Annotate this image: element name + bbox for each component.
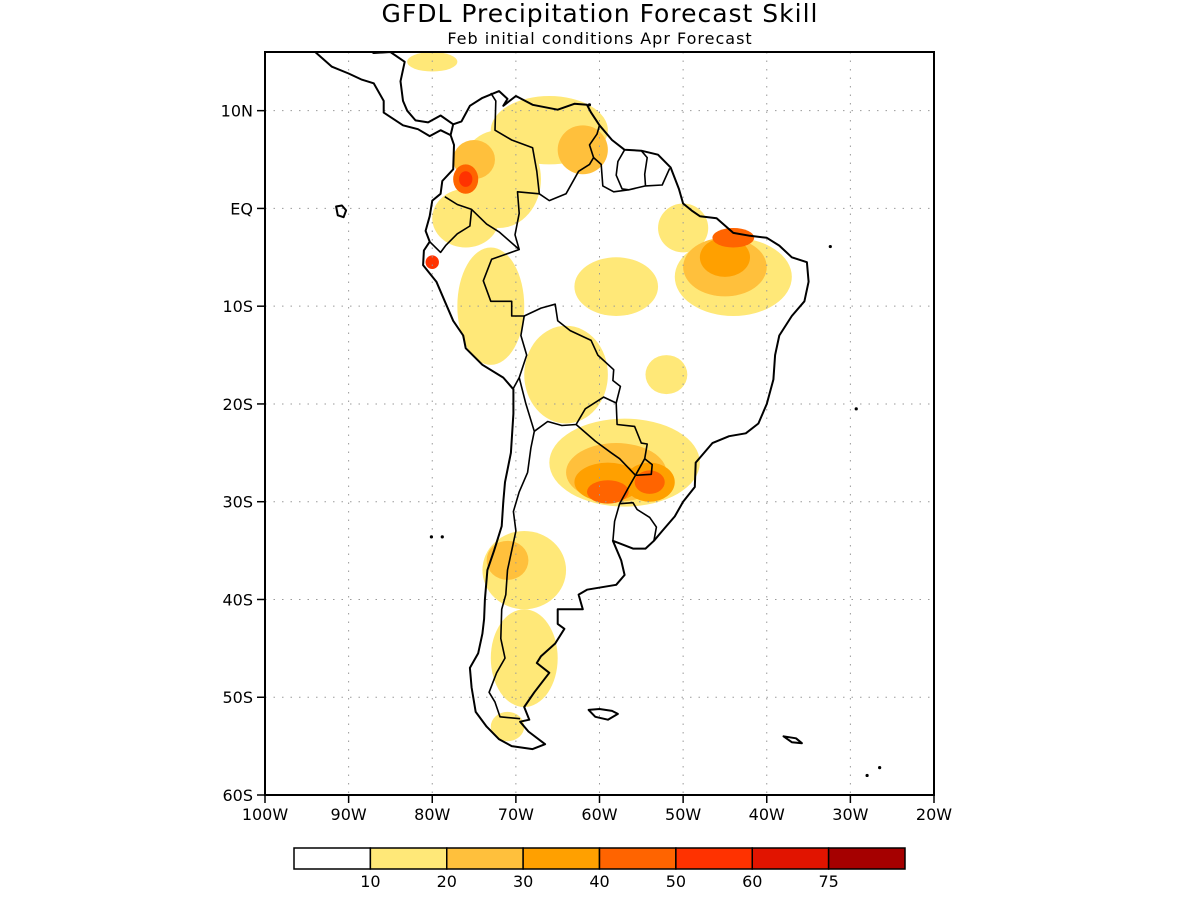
country-border <box>429 209 473 254</box>
skill-region <box>658 203 709 253</box>
lon-tick-label: 90W <box>331 805 367 824</box>
colorbar-label: 50 <box>666 872 686 891</box>
skill-region <box>712 227 755 248</box>
skill-region <box>524 325 608 424</box>
colorbar-label: 30 <box>513 872 533 891</box>
colorbar-swatch <box>522 847 601 870</box>
skill-region <box>490 711 525 742</box>
colorbar-label: 10 <box>360 872 380 891</box>
island-dot <box>865 773 869 778</box>
colorbar-swatch <box>369 847 448 870</box>
skill-region <box>457 247 525 365</box>
country-border <box>612 503 621 541</box>
colorbar-swatch <box>827 847 906 870</box>
country-border <box>482 248 528 389</box>
lat-tick-label: 10S <box>222 297 253 316</box>
central-america-pacific-coast <box>314 52 452 138</box>
lon-tick-label: 100W <box>242 805 289 824</box>
island-dot <box>587 103 592 107</box>
longitude-axis: 100W 90W 80W 70W 60W 50W 40W 30W 20W <box>242 795 952 824</box>
colorbar-label: 20 <box>437 872 457 891</box>
lon-tick-label: 50W <box>665 805 701 824</box>
map-panel <box>265 52 934 795</box>
lat-tick-label: 50S <box>222 688 253 707</box>
country-border <box>615 149 629 191</box>
colorbar-swatch <box>598 847 677 870</box>
falkland-islands-coastline <box>587 708 619 721</box>
colorbar-swatch <box>751 847 830 870</box>
skill-region <box>586 480 629 504</box>
skill-region <box>557 125 608 175</box>
skill-region <box>486 540 529 580</box>
colorbar: 10 20 30 40 50 60 75 <box>293 847 906 891</box>
skill-region <box>459 171 473 187</box>
south-america-coastline <box>422 90 810 751</box>
skill-region <box>574 257 659 316</box>
lat-tick-label: 20S <box>222 395 253 414</box>
lon-tick-label: 40W <box>749 805 785 824</box>
country-border <box>575 423 646 477</box>
skill-region <box>634 470 665 494</box>
lon-tick-label: 80W <box>414 805 450 824</box>
country-border <box>619 501 658 541</box>
colorbar-swatch <box>675 847 753 870</box>
island-dot <box>429 535 434 539</box>
island-dot <box>440 535 444 539</box>
south-georgia-coastline <box>782 735 803 745</box>
colorbar-label: 75 <box>818 872 838 891</box>
map-subtitle: Feb initial conditions Apr Forecast <box>447 29 752 48</box>
map-title: GFDL Precipitation Forecast Skill <box>381 0 818 28</box>
country-border <box>615 402 648 459</box>
country-border <box>490 92 601 202</box>
lat-tick-label: EQ <box>230 199 253 218</box>
island-dot <box>828 244 832 249</box>
coastlines <box>314 52 882 778</box>
country-border <box>444 191 540 251</box>
colorbar-swatch <box>293 847 372 870</box>
lon-tick-label: 30W <box>832 805 868 824</box>
skill-region <box>699 237 751 277</box>
colorbar-swatch <box>446 847 524 870</box>
colorbar-label: 40 <box>589 872 609 891</box>
latitude-axis: 10N EQ 10S 20S 30S 40S 50S 60S <box>221 102 265 805</box>
island-dot <box>854 407 858 411</box>
country-border <box>523 303 622 404</box>
country-border <box>593 157 671 193</box>
country-border <box>488 377 536 720</box>
colorbar-label: 60 <box>742 872 762 891</box>
lat-tick-label: 30S <box>222 493 253 512</box>
island-dot <box>878 766 882 770</box>
lat-tick-label: 40S <box>222 590 253 609</box>
country-border <box>618 458 653 505</box>
skill-region <box>425 255 439 270</box>
lon-tick-label: 60W <box>581 805 617 824</box>
gridlines <box>265 52 934 795</box>
lat-tick-label: 60S <box>222 786 253 805</box>
skill-region <box>645 355 688 395</box>
lat-tick-label: 10N <box>221 102 253 121</box>
lon-tick-label: 70W <box>498 805 534 824</box>
galapagos-coastline <box>335 204 348 219</box>
lon-tick-label: 20W <box>916 805 952 824</box>
skill-region <box>432 188 500 248</box>
country-border <box>640 150 648 186</box>
